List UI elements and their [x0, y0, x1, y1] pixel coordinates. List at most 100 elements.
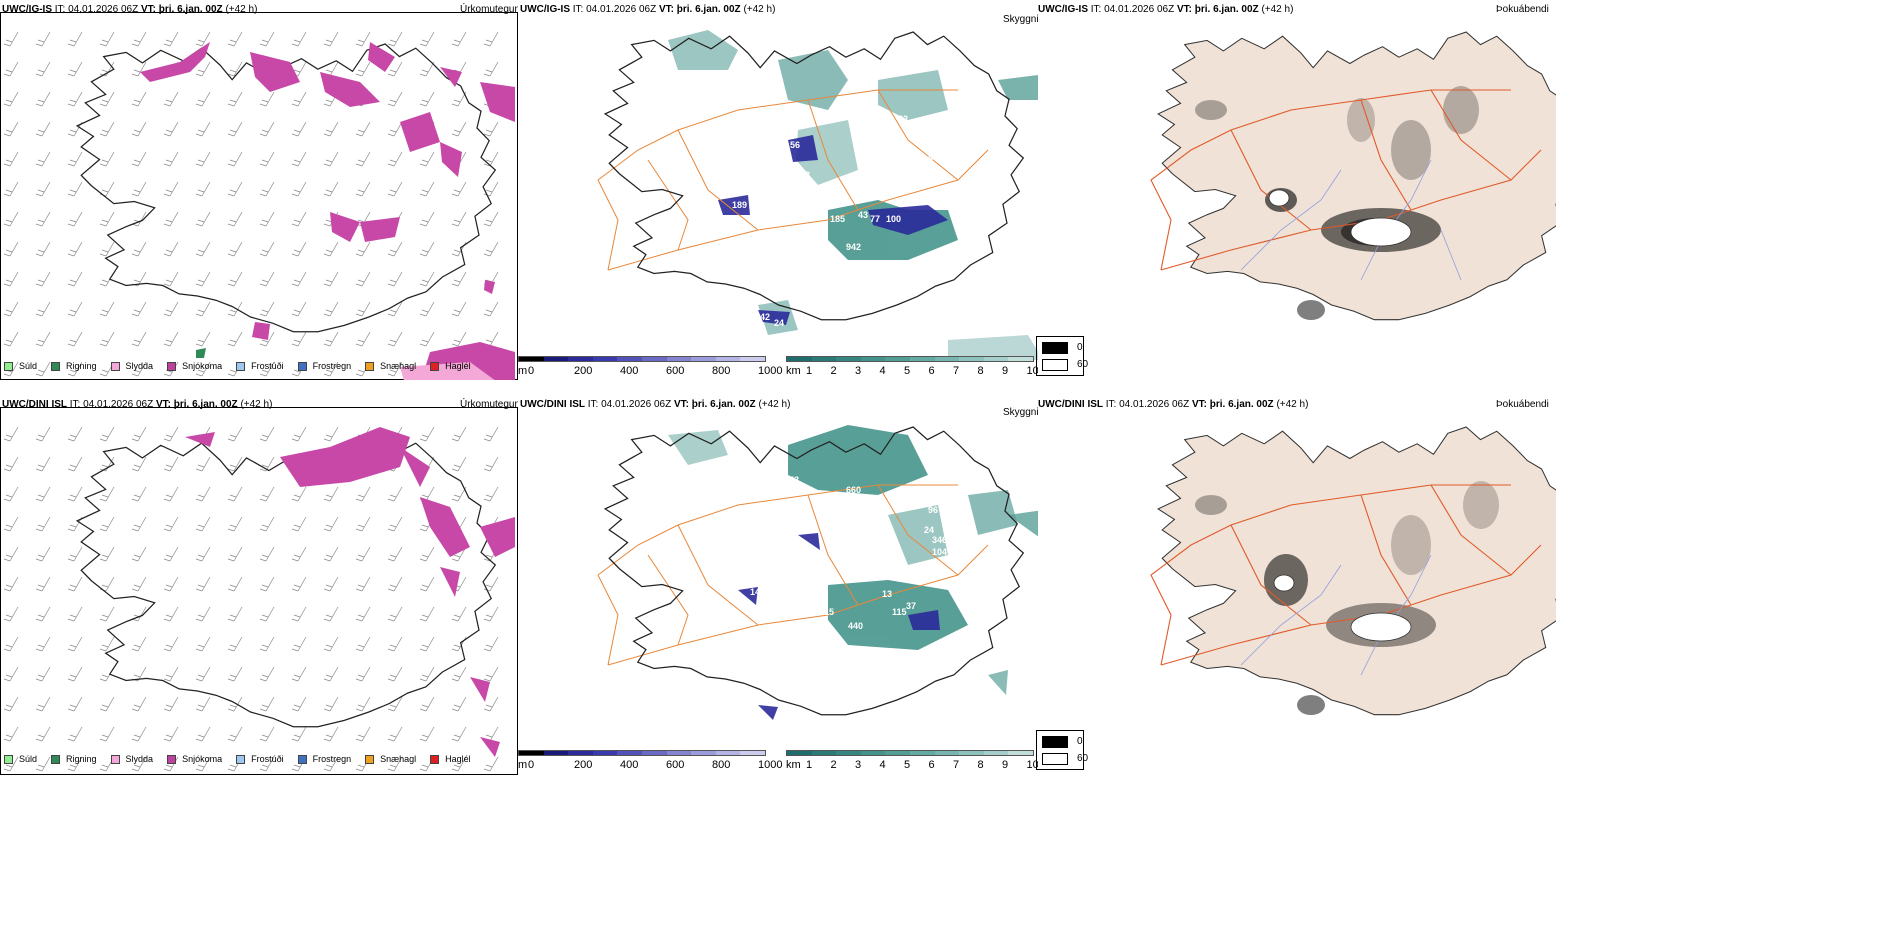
wind-barb	[163, 666, 179, 682]
wind-barb	[163, 91, 179, 107]
fog-legend-high: 0	[1077, 342, 1083, 353]
wind-barb	[259, 271, 275, 287]
wind-barb	[35, 31, 51, 47]
colorbar-tick: 600	[666, 365, 685, 377]
legend-item: Snjókoma	[167, 361, 222, 371]
wind-barb	[323, 426, 339, 442]
wind-barb	[131, 31, 147, 47]
legend-swatch	[51, 754, 61, 764]
wind-barb	[227, 91, 243, 107]
wind-barb	[355, 181, 371, 197]
wind-barb	[451, 696, 467, 712]
fog-legend-high-swatch	[1042, 342, 1068, 354]
colorbar-unit: m	[518, 365, 528, 377]
wind-barb	[131, 486, 147, 502]
colorbar-segment	[666, 357, 692, 361]
wind-barb	[323, 151, 339, 167]
wind-barb	[419, 241, 435, 257]
wind-barb	[387, 756, 403, 772]
wind-barb	[323, 756, 339, 772]
wind-barb	[291, 666, 307, 682]
wind-barb	[195, 696, 211, 712]
fog-legend-top: 0 60	[1036, 336, 1088, 376]
wind-barb	[323, 331, 339, 347]
colorbar-segment	[641, 357, 667, 361]
wind-barb	[451, 31, 467, 47]
wind-barb	[131, 516, 147, 532]
wind-barb	[195, 666, 211, 682]
wind-barb	[387, 666, 403, 682]
colorbar-tick: 800	[712, 365, 731, 377]
legend-item: Slydda	[110, 754, 153, 764]
wind-barb	[451, 331, 467, 347]
wind-barb	[99, 271, 115, 287]
wind-barb	[3, 241, 19, 257]
wind-barb	[227, 456, 243, 472]
wind-barb	[3, 576, 19, 592]
wind-barb	[451, 666, 467, 682]
wind-barb	[99, 426, 115, 442]
legend-swatch	[430, 361, 440, 371]
wind-barb	[99, 606, 115, 622]
wind-barb	[195, 331, 211, 347]
wind-barb	[451, 726, 467, 742]
wind-barb	[355, 636, 371, 652]
wind-barb	[131, 426, 147, 442]
ceiling-value: 115	[892, 607, 907, 617]
wind-barb	[259, 426, 275, 442]
ceiling-colorbar-top: m 0 200 400 600 800 1000	[518, 356, 782, 380]
fog-legend-bottom: 0 60	[1036, 730, 1088, 770]
wind-barb	[419, 606, 435, 622]
wind-barb	[99, 666, 115, 682]
ceiling-value: 56	[790, 140, 800, 150]
wind-barb	[259, 576, 275, 592]
wind-barb	[163, 516, 179, 532]
fog-legend-high: 0	[1077, 736, 1083, 747]
wind-barb	[387, 241, 403, 257]
legend-swatch	[236, 754, 246, 764]
fog-areas	[1195, 481, 1499, 715]
wind-barb	[259, 31, 275, 47]
wind-barb	[419, 211, 435, 227]
wind-barb	[3, 61, 19, 77]
wind-barb	[35, 61, 51, 77]
wind-barb	[195, 606, 211, 622]
legend-item: Frostúði	[236, 361, 284, 371]
wind-barb	[355, 606, 371, 622]
colorbar-segment	[787, 357, 812, 361]
wind-barb	[259, 91, 275, 107]
colorbar-tick: 7	[953, 365, 960, 377]
ceiling-value: 553	[784, 475, 799, 485]
wind-barb	[67, 456, 83, 472]
wind-barb	[67, 211, 83, 227]
colorbar-segment	[1008, 357, 1033, 361]
wind-barb	[227, 426, 243, 442]
colorbar-segment	[543, 751, 569, 755]
wind-barb	[387, 546, 403, 562]
wind-barb	[355, 331, 371, 347]
colorbar-segment	[836, 751, 861, 755]
wind-barb	[387, 331, 403, 347]
wind-barb	[163, 121, 179, 137]
wind-barb	[259, 756, 275, 772]
wind-barb	[419, 426, 435, 442]
fog-legend-low-swatch	[1042, 359, 1068, 371]
colorbar-segment	[811, 357, 837, 361]
ceiling-value: 144	[704, 595, 719, 605]
legend-label: Súld	[19, 754, 38, 764]
wind-barb	[291, 151, 307, 167]
legend-item: Rigning	[51, 754, 97, 764]
wind-barb	[227, 666, 243, 682]
wind-barb	[387, 726, 403, 742]
wind-barb	[3, 726, 19, 742]
precip-map-top	[3, 31, 515, 380]
colorbar-segment	[617, 357, 642, 361]
wind-barb	[259, 456, 275, 472]
wind-barb	[3, 91, 19, 107]
ceiling-value: 942	[846, 242, 861, 252]
wind-barb	[99, 456, 115, 472]
wind-barb	[163, 546, 179, 562]
fog-legend-low: 60	[1077, 359, 1089, 370]
